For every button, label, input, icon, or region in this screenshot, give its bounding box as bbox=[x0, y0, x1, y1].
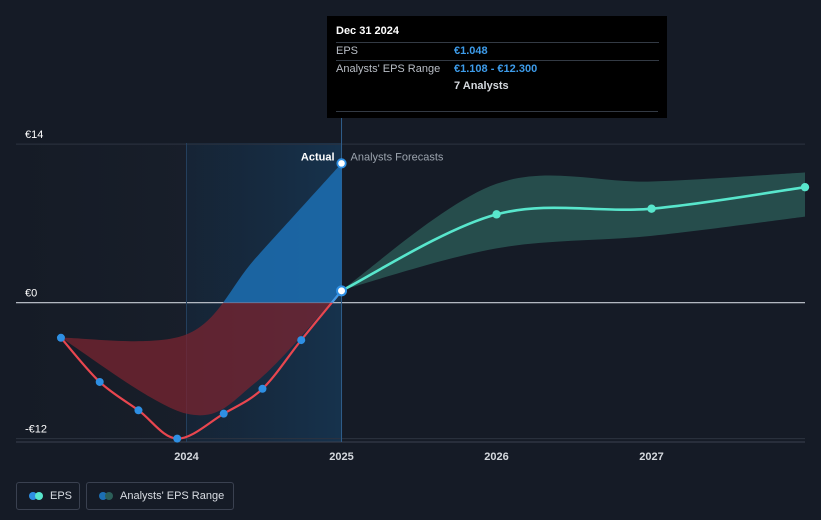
range-upper-point bbox=[336, 158, 347, 169]
forecast-range-band bbox=[341, 172, 805, 291]
y-tick-label: €0 bbox=[25, 288, 37, 300]
tooltip-analysts: 7 Analysts bbox=[454, 80, 509, 92]
tooltip-divider bbox=[336, 111, 658, 112]
eps-line-forecast bbox=[340, 185, 806, 292]
x-tick-label: 2027 bbox=[639, 451, 663, 463]
y-tick-label: €14 bbox=[25, 129, 43, 141]
legend-range[interactable]: Analysts' EPS Range bbox=[86, 482, 234, 510]
tooltip-range-label: Analysts' EPS Range bbox=[336, 63, 441, 75]
eps-point-forecast bbox=[800, 182, 810, 192]
axis-ticks: €14 €0 -€12 2024 2025 2026 2027 bbox=[25, 129, 664, 463]
eps-point-forecast bbox=[492, 210, 501, 219]
eps-point-actual bbox=[297, 336, 306, 345]
range-legend-icon bbox=[99, 492, 113, 500]
eps-points bbox=[56, 158, 810, 443]
actual-range-band-negative bbox=[60, 302, 331, 416]
legend-range-label: Analysts' EPS Range bbox=[120, 490, 225, 502]
eps-lines bbox=[60, 185, 806, 440]
tooltip: Dec 31 2024 EPS €1.048 Analysts' EPS Ran… bbox=[327, 16, 667, 118]
tooltip-eps-row: EPS €1.048 bbox=[336, 42, 659, 60]
legend-eps[interactable]: EPS bbox=[16, 482, 80, 510]
x-tick-label: 2024 bbox=[174, 451, 199, 463]
eps-point-actual bbox=[336, 285, 348, 297]
eps-point-actual bbox=[173, 434, 182, 443]
x-tick-label: 2026 bbox=[484, 451, 508, 463]
tooltip-eps-label: EPS bbox=[336, 45, 359, 57]
eps-point-actual bbox=[134, 406, 143, 415]
tooltip-range-row: Analysts' EPS Range €1.108 - €12.300 bbox=[336, 60, 659, 78]
tooltip-eps-value: €1.048 bbox=[454, 45, 488, 57]
eps-line-actual bbox=[60, 290, 343, 440]
eps-point-actual bbox=[258, 384, 267, 393]
tooltip-analysts-row: 7 Analysts bbox=[336, 78, 659, 95]
actual-label: Actual bbox=[301, 151, 335, 163]
x-tick-label: 2025 bbox=[329, 451, 353, 463]
eps-point-actual bbox=[219, 409, 228, 418]
eps-point-actual bbox=[95, 377, 104, 386]
range-bands bbox=[60, 163, 805, 416]
tooltip-range-value: €1.108 - €12.300 bbox=[454, 63, 538, 75]
eps-legend-icon bbox=[29, 492, 43, 500]
eps-point-forecast bbox=[647, 204, 656, 213]
eps-point-actual bbox=[56, 333, 65, 342]
forecast-label: Analysts Forecasts bbox=[351, 151, 444, 163]
actual-range-band-positive bbox=[223, 163, 342, 303]
legend-eps-label: EPS bbox=[50, 490, 73, 502]
y-tick-label: -€12 bbox=[25, 424, 47, 436]
tooltip-date: Dec 31 2024 bbox=[336, 25, 399, 37]
